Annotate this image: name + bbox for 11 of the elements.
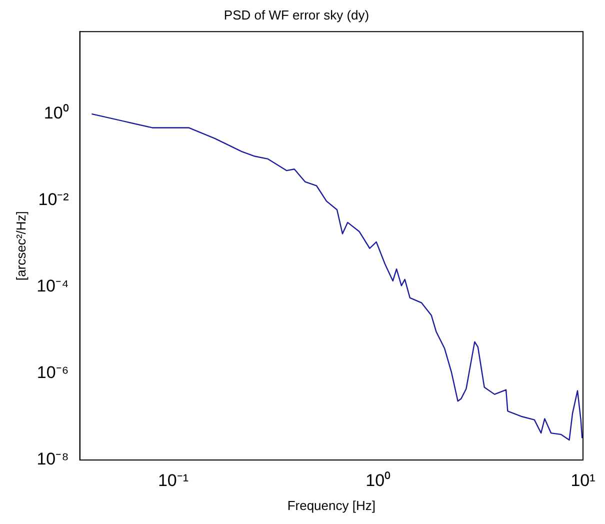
- y-tick-label: 10⁻⁴: [36, 276, 69, 296]
- y-axis-title: [arcsec²/Hz]: [13, 211, 28, 280]
- y-tick-label: 10⁻⁶: [36, 363, 69, 382]
- x-tick-label: 10¹: [570, 470, 596, 490]
- y-tick-label: 10⁰: [44, 104, 69, 123]
- y-tick-label: 10⁻⁸: [36, 450, 69, 469]
- x-tick-label: 10⁰: [366, 470, 391, 490]
- y-tick-label: 10⁻²: [38, 190, 70, 210]
- x-tick-label: 10⁻¹: [158, 470, 189, 490]
- chart-title: PSD of WF error sky (dy): [224, 7, 370, 22]
- x-axis-title: Frequency [Hz]: [287, 498, 376, 513]
